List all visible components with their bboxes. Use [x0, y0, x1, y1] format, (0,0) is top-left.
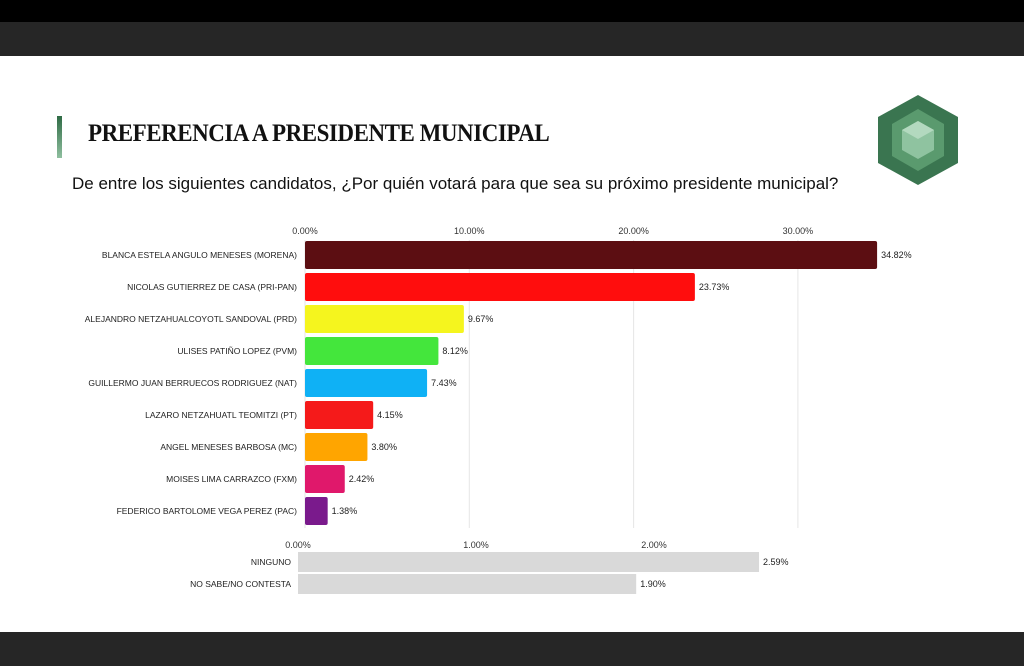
slide [0, 56, 1024, 632]
value-label: 8.12% [442, 346, 468, 356]
title-accent-bar [57, 116, 62, 158]
tick-label: 0.00% [292, 226, 318, 236]
tick-label: 10.00% [454, 226, 485, 236]
bar [305, 305, 464, 333]
bar [305, 497, 328, 525]
bar [305, 369, 428, 397]
bar [305, 465, 345, 493]
category-label: BLANCA ESTELA ANGULO MENESES (MORENA) [102, 250, 297, 260]
category-label: NO SABE/NO CONTESTA [190, 579, 291, 589]
slide-title: PREFERENCIA A PRESIDENTE MUNICIPAL [88, 120, 550, 147]
bar [305, 241, 878, 269]
value-label: 9.67% [468, 314, 494, 324]
category-label: GUILLERMO JUAN BERRUECOS RODRIGUEZ (NAT) [88, 378, 297, 388]
value-label: 1.38% [332, 506, 358, 516]
bar [305, 337, 439, 365]
top-bar [0, 22, 1024, 56]
value-label: 1.90% [640, 579, 666, 589]
category-label: NICOLAS GUTIERREZ DE CASA (PRI-PAN) [127, 282, 297, 292]
tick-label: 20.00% [618, 226, 649, 236]
category-label: ANGEL MENESES BARBOSA (MC) [160, 442, 297, 452]
bottom-bar [0, 632, 1024, 666]
category-label: FEDERICO BARTOLOME VEGA PEREZ (PAC) [117, 506, 298, 516]
tick-label: 0.00% [285, 540, 311, 550]
category-label: ULISES PATIÑO LOPEZ (PVM) [177, 346, 297, 356]
value-label: 2.42% [349, 474, 375, 484]
bar [305, 273, 695, 301]
value-label: 7.43% [431, 378, 457, 388]
category-label: LAZARO NETZAHUATL TEOMITZI (PT) [145, 410, 297, 420]
tick-label: 1.00% [463, 540, 489, 550]
value-label: 4.15% [377, 410, 403, 420]
value-label: 23.73% [699, 282, 730, 292]
category-label: NINGUNO [251, 557, 292, 567]
tick-label: 2.00% [641, 540, 667, 550]
tick-label: 30.00% [783, 226, 814, 236]
value-label: 2.59% [763, 557, 789, 567]
value-label: 3.80% [371, 442, 397, 452]
value-label: 34.82% [881, 250, 912, 260]
bar [298, 574, 637, 594]
question-text: De entre los siguientes candidatos, ¿Por… [72, 174, 839, 193]
bar [305, 401, 374, 429]
hexagon-logo-icon [878, 95, 958, 185]
category-label: MOISES LIMA CARRAZCO (FXM) [166, 474, 297, 484]
bar [298, 552, 760, 572]
category-label: ALEJANDRO NETZAHUALCOYOTL SANDOVAL (PRD) [85, 314, 297, 324]
bar [305, 433, 368, 461]
